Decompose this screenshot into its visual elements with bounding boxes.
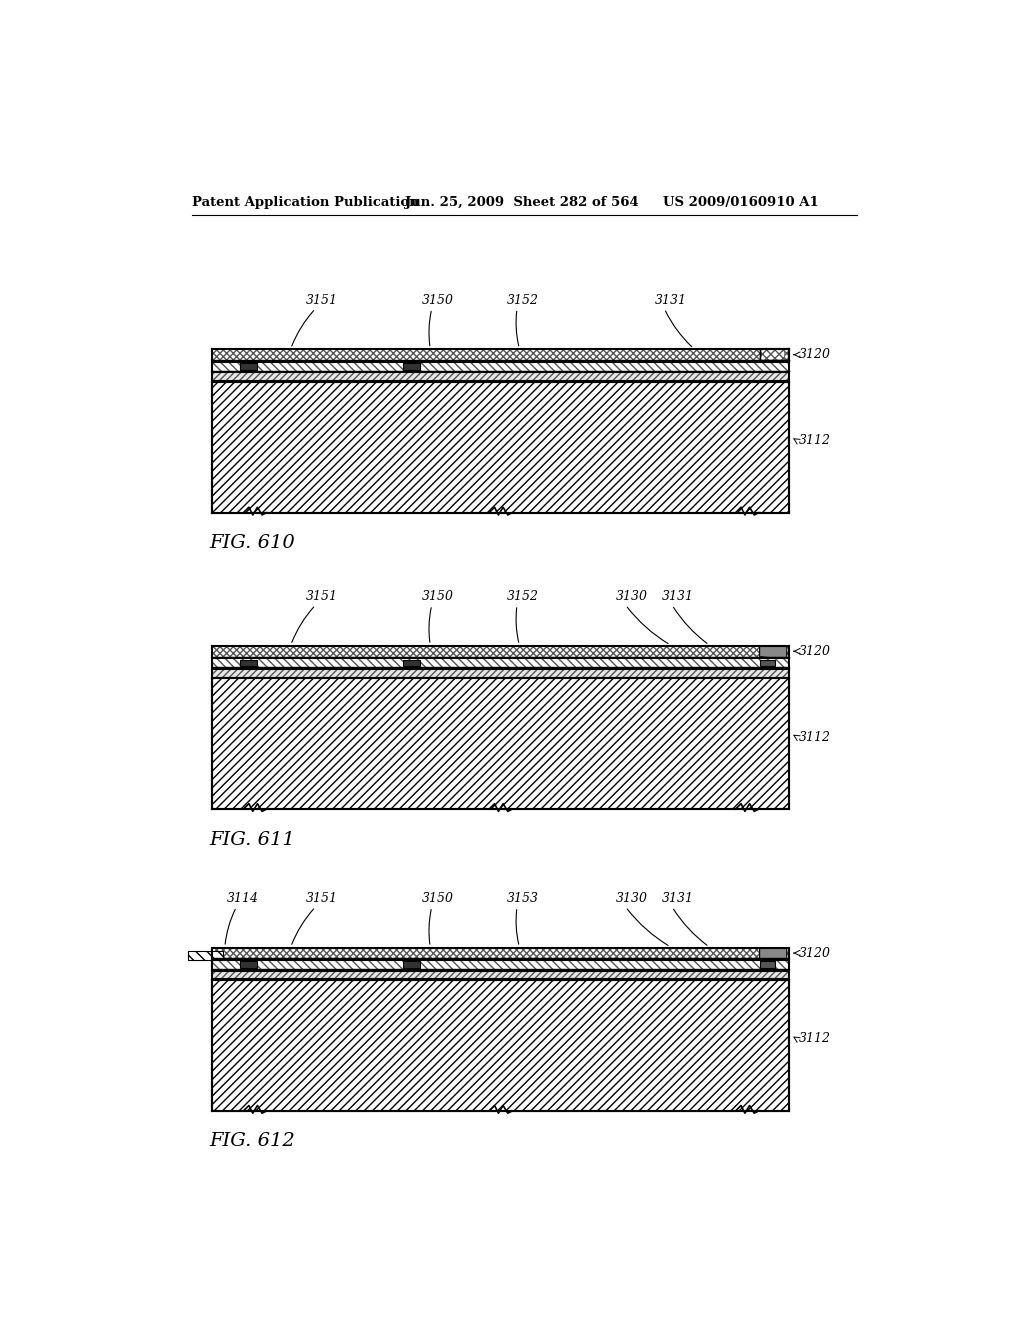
Text: 3151: 3151 [306, 892, 338, 906]
Bar [212, 380, 790, 381]
Polygon shape [760, 645, 786, 659]
Text: 3131: 3131 [663, 590, 694, 603]
Bar [241, 363, 257, 370]
Bar [403, 660, 420, 667]
Bar [212, 970, 790, 978]
Text: FIG. 610: FIG. 610 [209, 535, 295, 552]
Bar [760, 660, 774, 667]
Text: 3130: 3130 [615, 892, 648, 906]
Bar [403, 363, 420, 370]
Bar [760, 350, 784, 360]
Text: 3150: 3150 [422, 294, 454, 308]
Text: 3112: 3112 [799, 1032, 830, 1045]
Bar [212, 978, 790, 979]
Bar [212, 645, 790, 656]
Text: 3152: 3152 [507, 590, 540, 603]
Text: FIG. 612: FIG. 612 [209, 1133, 295, 1151]
Text: 3120: 3120 [799, 946, 830, 960]
Text: FIG. 611: FIG. 611 [209, 830, 295, 849]
Bar [188, 950, 223, 960]
Text: 3112: 3112 [799, 434, 830, 447]
Bar [241, 660, 257, 667]
Bar [212, 659, 790, 668]
Bar [212, 669, 790, 677]
Text: 3120: 3120 [799, 644, 830, 657]
Bar [760, 339, 784, 348]
Text: 3153: 3153 [507, 892, 540, 906]
Text: 3112: 3112 [799, 730, 830, 743]
Text: 3114: 3114 [226, 892, 259, 906]
Bar [403, 961, 420, 968]
Text: 3131: 3131 [654, 294, 686, 308]
Bar [212, 362, 790, 371]
Bar [760, 961, 774, 968]
Bar [212, 350, 790, 360]
Text: 3150: 3150 [422, 892, 454, 906]
Text: 3152: 3152 [507, 294, 540, 308]
Text: 3130: 3130 [615, 590, 648, 603]
Text: Patent Application Publication: Patent Application Publication [193, 195, 419, 209]
Text: 3120: 3120 [799, 348, 830, 362]
Bar [212, 960, 790, 969]
Bar [212, 948, 790, 958]
Text: 3151: 3151 [306, 590, 338, 603]
Bar [212, 381, 790, 512]
Text: US 2009/0160910 A1: US 2009/0160910 A1 [663, 195, 818, 209]
Bar [212, 677, 790, 678]
Polygon shape [760, 948, 786, 960]
Bar [212, 979, 790, 1111]
Text: 3131: 3131 [663, 892, 694, 906]
Text: 3150: 3150 [422, 590, 454, 603]
Bar [212, 372, 790, 380]
Text: Jun. 25, 2009  Sheet 282 of 564: Jun. 25, 2009 Sheet 282 of 564 [406, 195, 639, 209]
Text: 3151: 3151 [306, 294, 338, 308]
Bar [212, 678, 790, 809]
Bar [241, 961, 257, 968]
